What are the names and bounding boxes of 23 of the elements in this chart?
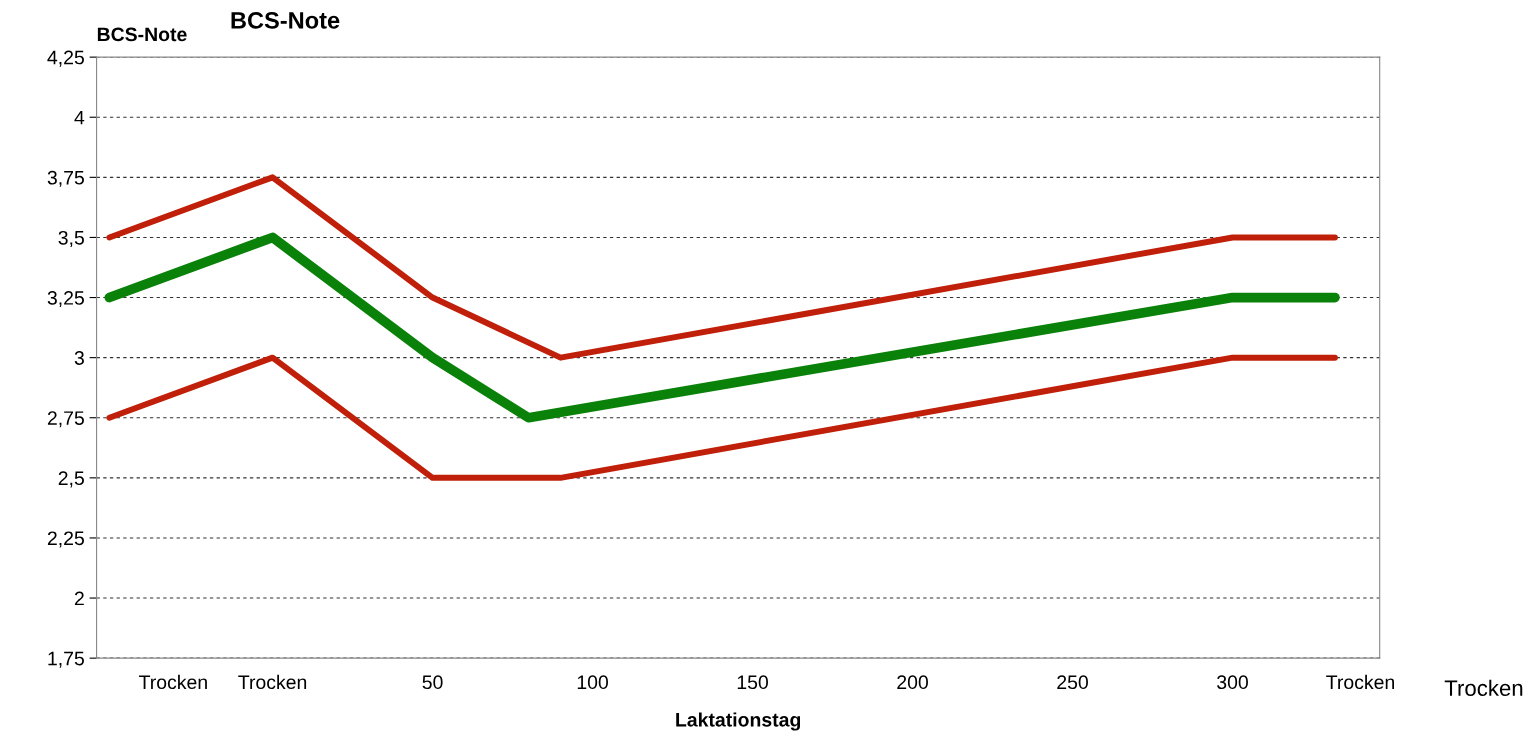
x-tick-label: 200	[897, 675, 928, 690]
x-axis-title: Laktationstag	[676, 712, 801, 731]
x-tick-label: 250	[1057, 675, 1088, 690]
y-tick-label: 2	[74, 591, 84, 606]
x-tick-label: Trocken	[238, 674, 307, 690]
x-tick-label: 300	[1217, 675, 1248, 690]
y-tick-label: 1,75	[48, 651, 84, 668]
x-tick-label: Trocken	[139, 674, 207, 690]
y-tick-label: 3,75	[47, 170, 84, 187]
y-tick-label: 3,5	[58, 230, 84, 247]
y-tick-label: 2,25	[47, 531, 84, 548]
y-axis-title: BCS-Note	[97, 27, 187, 42]
y-tick-label: 4	[74, 110, 85, 125]
y-tick-label: 3	[74, 351, 84, 365]
y-tick-label: 3,25	[47, 291, 84, 308]
x-tick-label: 100	[577, 675, 609, 690]
y-tick-label: 2,5	[58, 471, 84, 488]
x-tick-label: 50	[422, 675, 443, 690]
y-tick-label: 4,25	[47, 50, 84, 67]
x-tick-label: 150	[737, 675, 768, 690]
y-tick-label: 2,75	[47, 411, 84, 428]
x-tick-label: Trocken	[1326, 674, 1394, 690]
chart-title: BCS-Note	[231, 12, 340, 29]
